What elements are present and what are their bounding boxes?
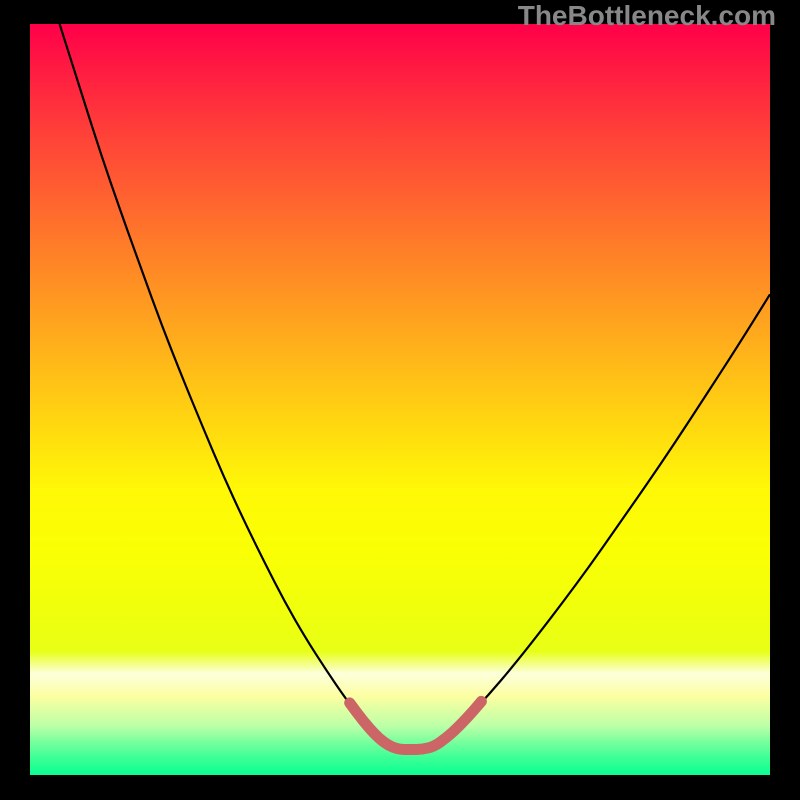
watermark-text: TheBottleneck.com: [518, 0, 776, 32]
plot-svg: [30, 24, 770, 775]
gradient-background: [30, 24, 770, 775]
plot-area: [30, 24, 770, 775]
chart-container: TheBottleneck.com: [0, 0, 800, 800]
